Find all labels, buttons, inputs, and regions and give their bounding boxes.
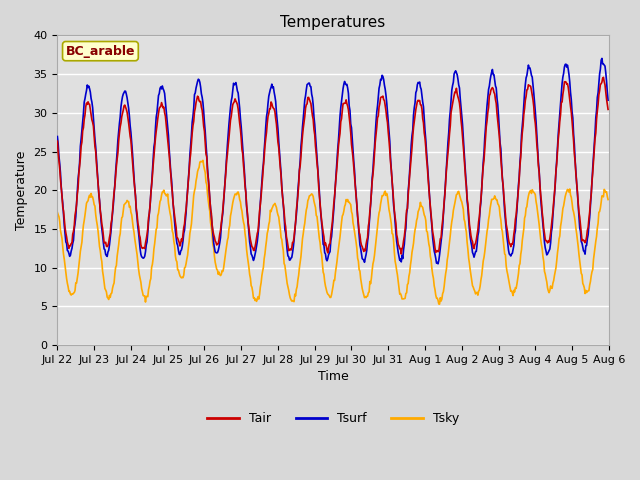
Title: Temperatures: Temperatures — [280, 15, 386, 30]
Text: BC_arable: BC_arable — [66, 45, 135, 58]
X-axis label: Time: Time — [317, 371, 349, 384]
Legend: Tair, Tsurf, Tsky: Tair, Tsurf, Tsky — [202, 407, 464, 430]
Y-axis label: Temperature: Temperature — [15, 151, 28, 230]
